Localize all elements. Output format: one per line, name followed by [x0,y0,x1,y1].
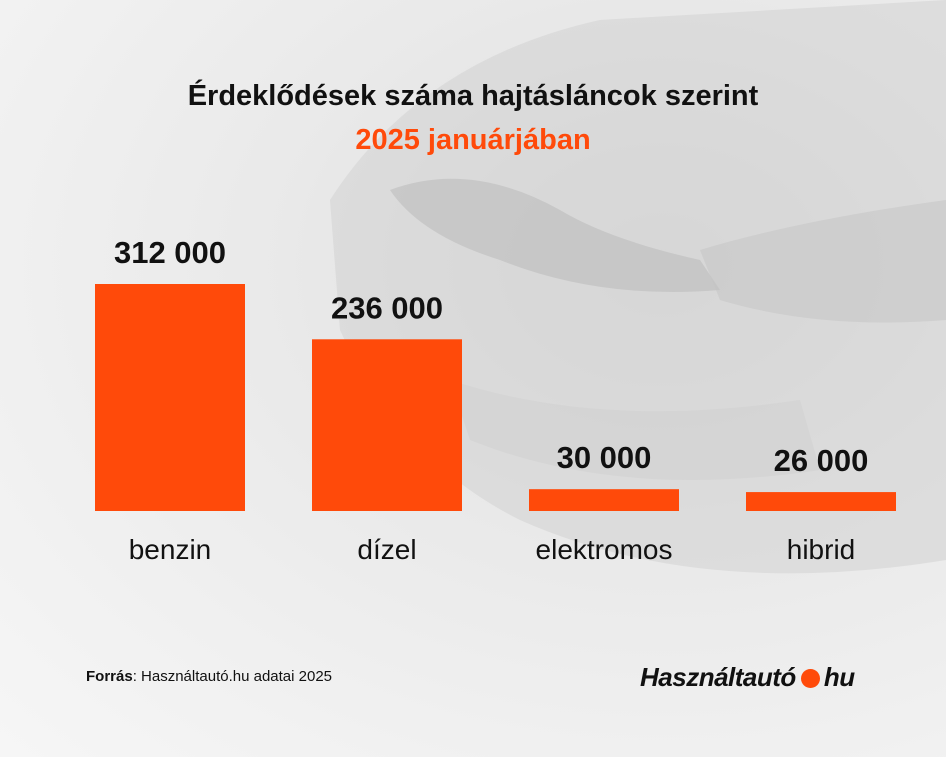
logo-suffix: hu [823,661,855,692]
category-label: dízel [357,534,416,565]
chart-title: Érdeklődések száma hajtásláncok szerint [187,80,759,112]
bar-2 [529,489,679,511]
bar-1 [312,339,462,511]
source-label: Forrás [86,668,133,685]
source-text: : Használtautó.hu adatai 2025 [132,668,333,685]
bar-0 [95,284,245,511]
category-label: hibrid [787,534,855,565]
bar-value-label: 312 000 [114,235,226,270]
bar-value-label: 30 000 [557,440,652,475]
category-label: benzin [129,534,212,565]
logo-dot-icon [800,668,820,688]
brand-logo: Használtautó hu [640,660,855,694]
chart-subtitle: 2025 januárjában [355,124,591,156]
bar-value-label: 26 000 [774,443,869,478]
bar-3 [746,492,896,511]
bar-value-label: 236 000 [331,290,443,325]
logo-name: Használtautó [640,661,796,692]
category-label: elektromos [536,534,673,565]
source-note: Forrás: Használtautó.hu adatai 2025 [86,668,332,685]
